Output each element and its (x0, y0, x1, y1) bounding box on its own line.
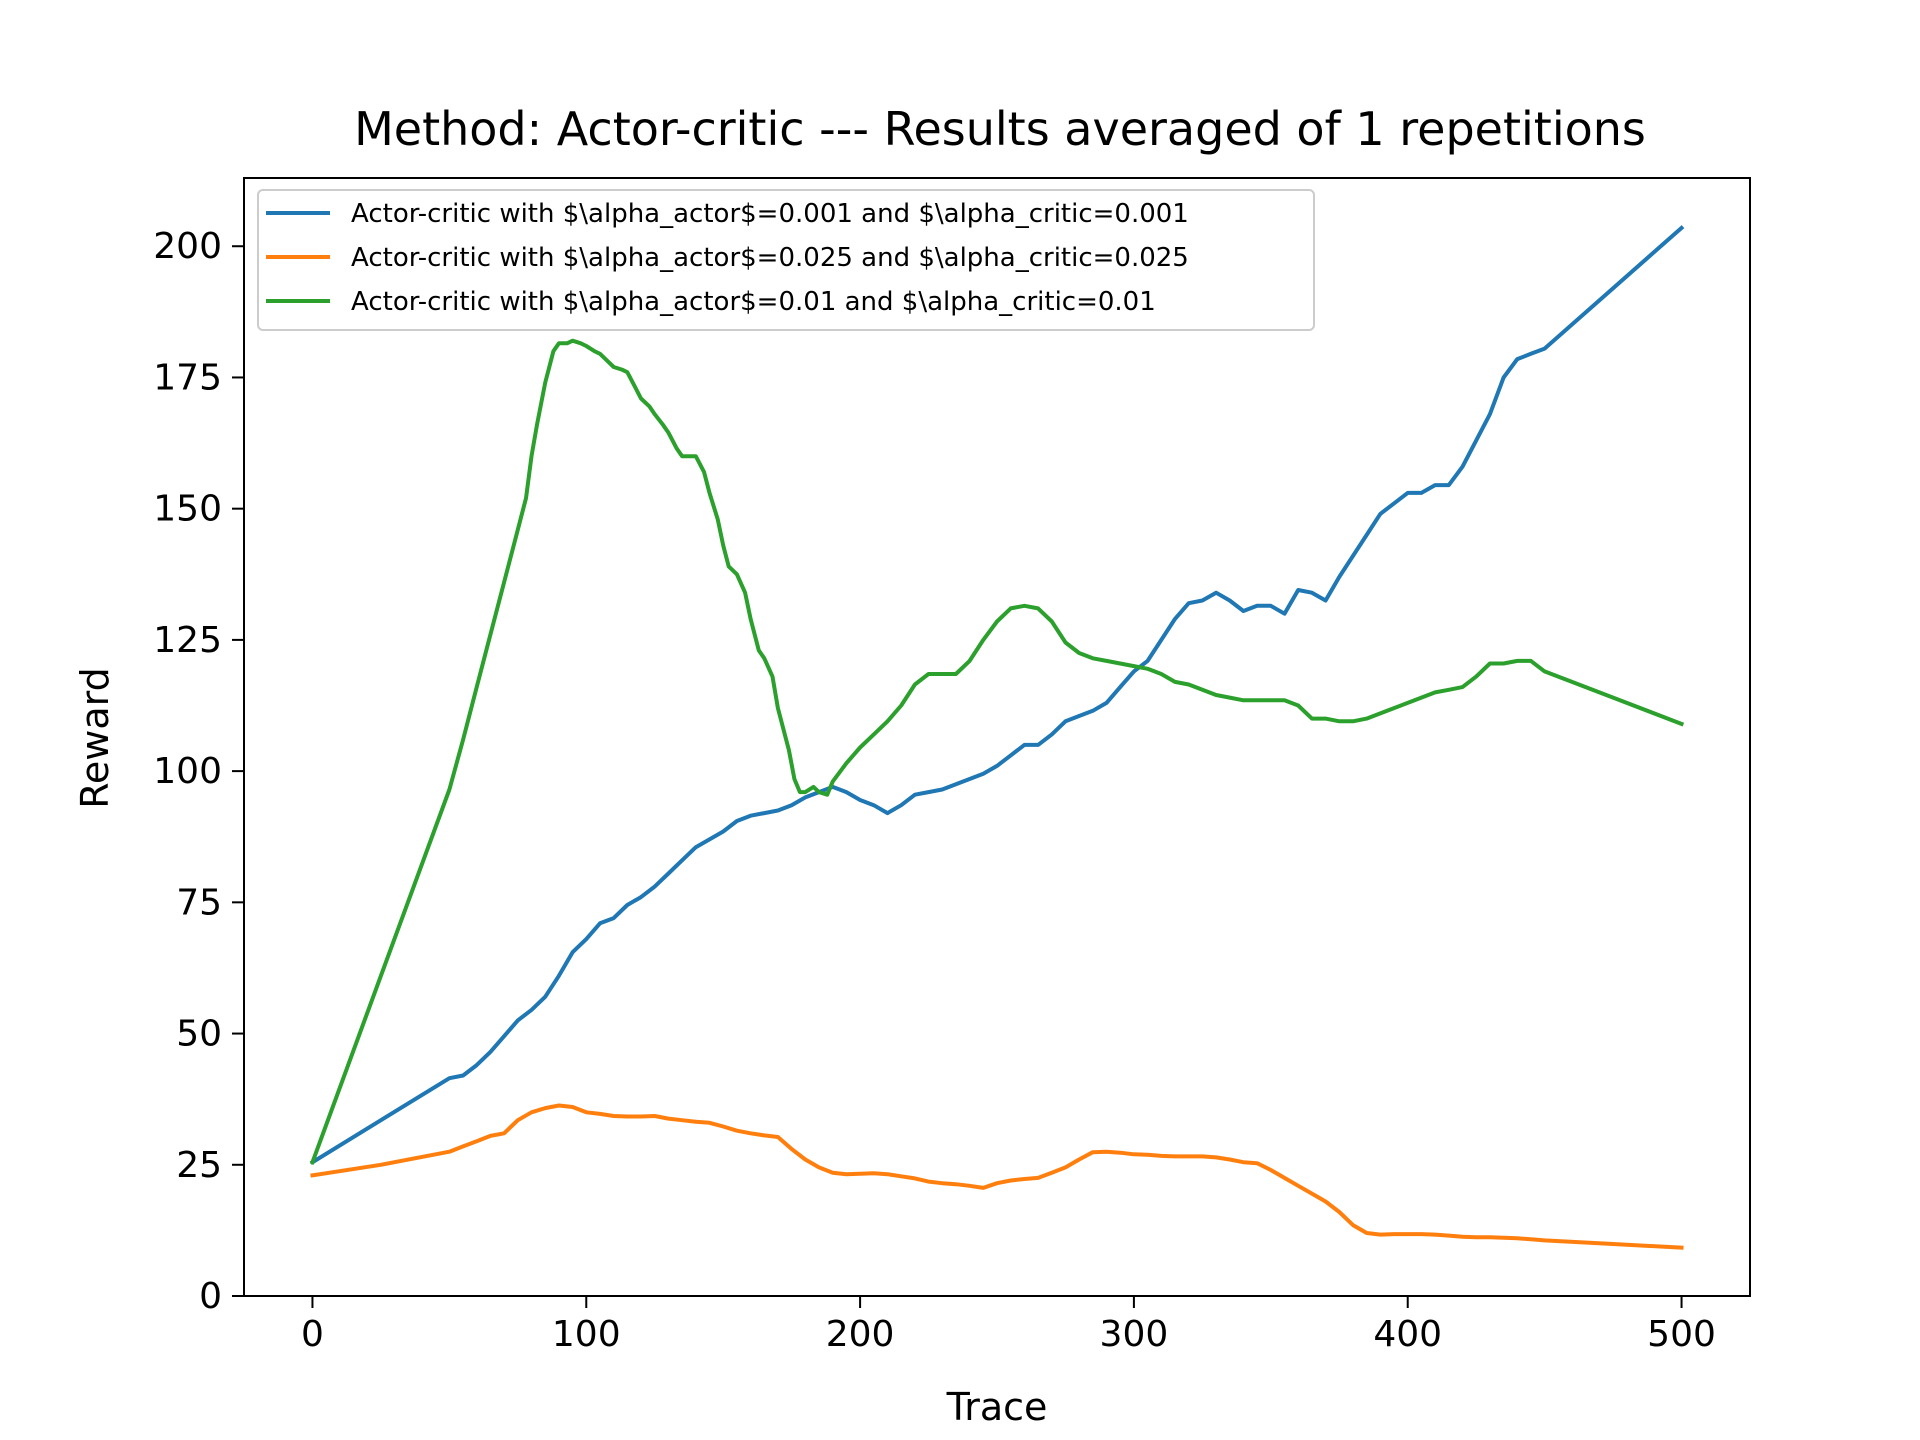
x-tick-label: 500 (1647, 1314, 1716, 1355)
legend-label-1: Actor-critic with $\alpha_actor$=0.001 a… (351, 199, 1189, 229)
y-tick-label: 100 (153, 751, 222, 792)
legend-box (257, 189, 1315, 331)
x-tick-label: 200 (826, 1314, 895, 1355)
legend-label-2: Actor-critic with $\alpha_actor$=0.025 a… (351, 243, 1189, 273)
x-tick-label: 400 (1373, 1314, 1442, 1355)
legend: Actor-critic with $\alpha_actor$=0.001 a… (257, 189, 1315, 331)
y-tick-label: 125 (153, 620, 222, 661)
series-line-1 (309, 225, 1685, 1165)
y-tick-label: 150 (153, 489, 222, 530)
series-layer (309, 225, 1685, 1250)
legend-label-3: Actor-critic with $\alpha_actor$=0.01 an… (351, 287, 1156, 317)
series-line-2 (310, 1103, 1684, 1250)
plot-area-frame (243, 177, 1751, 1297)
x-tick-label: 0 (301, 1314, 324, 1355)
y-axis-label: Reward (73, 667, 117, 809)
y-tick-label: 25 (176, 1145, 222, 1186)
x-tick-label: 100 (552, 1314, 621, 1355)
y-tick-label: 200 (153, 226, 222, 267)
series-line-3 (309, 338, 1685, 1165)
chart-title: Method: Actor-critic --- Results average… (354, 102, 1646, 156)
y-tick-label: 0 (199, 1276, 222, 1317)
y-tick-label: 50 (176, 1014, 222, 1055)
y-tick-label: 175 (153, 357, 222, 398)
x-axis-label: Trace (946, 1385, 1048, 1429)
y-tick-label: 75 (176, 882, 222, 923)
x-tick-label: 300 (1100, 1314, 1169, 1355)
x-axis-ticks: 0 100 200 300 400 500 (301, 1296, 1716, 1355)
y-axis-ticks: 0 25 50 75 100 125 150 175 200 (153, 226, 244, 1317)
